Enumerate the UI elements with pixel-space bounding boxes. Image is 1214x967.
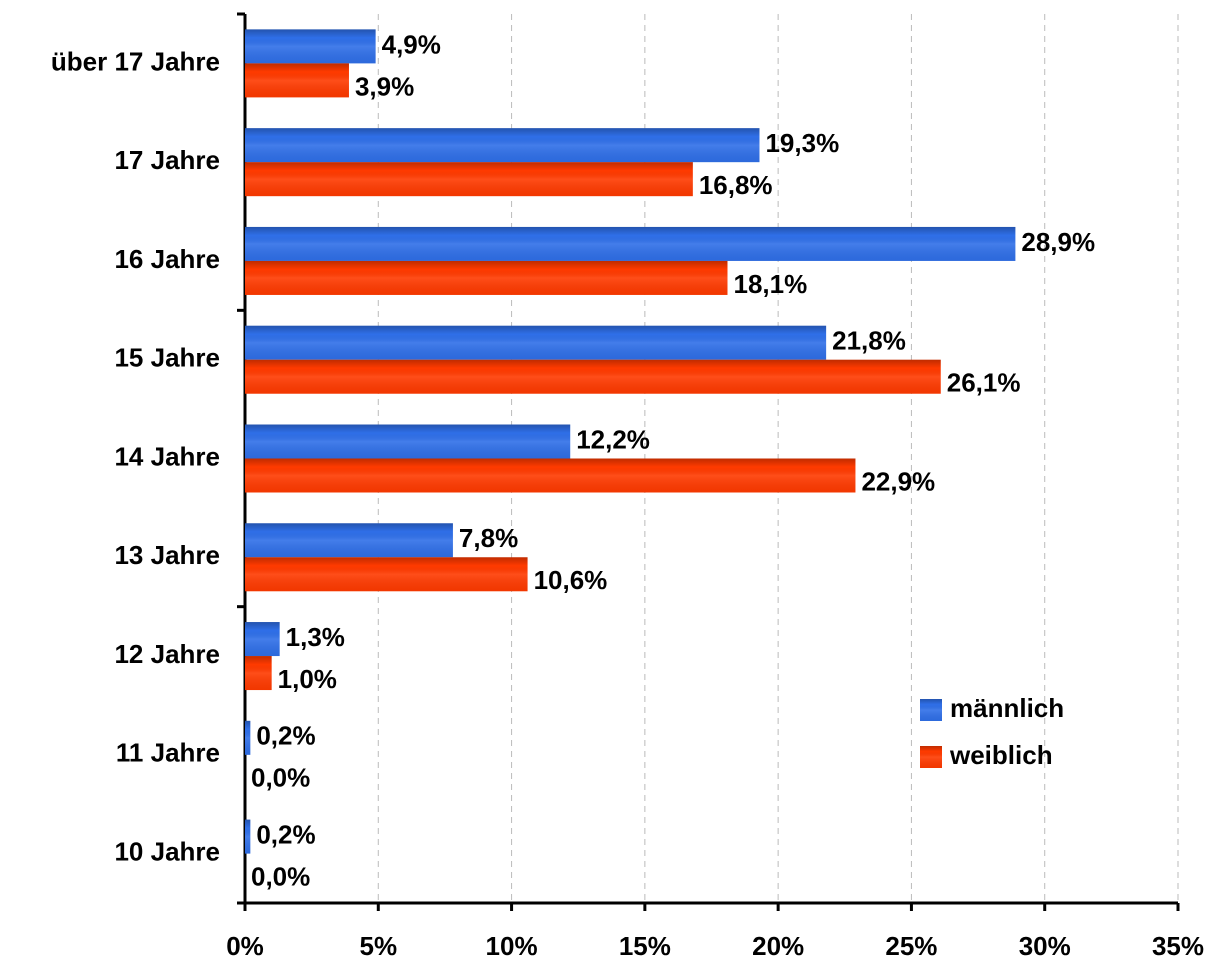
y-tick-label: 12 Jahre bbox=[114, 639, 220, 669]
value-label: 0,0% bbox=[251, 763, 310, 793]
value-label: 26,1% bbox=[947, 368, 1021, 398]
value-label: 1,0% bbox=[278, 664, 337, 694]
bar-shade bbox=[245, 720, 251, 755]
value-label: 4,9% bbox=[382, 29, 441, 59]
bar-shade bbox=[245, 523, 453, 558]
value-label: 12,2% bbox=[576, 424, 650, 454]
bar-shade bbox=[245, 226, 1016, 261]
value-label: 19,3% bbox=[765, 128, 839, 158]
value-label: 10,6% bbox=[534, 565, 608, 595]
y-tick-label: 13 Jahre bbox=[114, 540, 220, 570]
legend-label: männlich bbox=[950, 693, 1064, 723]
value-label: 0,2% bbox=[256, 819, 315, 849]
bar-shade bbox=[245, 260, 728, 295]
value-label: 22,9% bbox=[861, 466, 935, 496]
bar-shade bbox=[245, 359, 941, 394]
bar-shade bbox=[245, 162, 693, 197]
bar-shade bbox=[245, 656, 272, 691]
value-label: 18,1% bbox=[733, 269, 807, 299]
x-tick-label: 10% bbox=[486, 931, 538, 961]
y-tick-label: über 17 Jahre bbox=[51, 46, 220, 76]
x-tick-label: 25% bbox=[885, 931, 937, 961]
value-label: 3,9% bbox=[355, 71, 414, 101]
y-tick-label: 10 Jahre bbox=[114, 836, 220, 866]
x-tick-label: 35% bbox=[1152, 931, 1204, 961]
y-tick-label: 14 Jahre bbox=[114, 441, 220, 471]
bar-shade bbox=[245, 557, 528, 592]
value-label: 1,3% bbox=[286, 622, 345, 652]
x-tick-label: 15% bbox=[619, 931, 671, 961]
x-tick-label: 30% bbox=[1019, 931, 1071, 961]
y-tick-label: 17 Jahre bbox=[114, 145, 220, 175]
x-tick-label: 0% bbox=[226, 931, 264, 961]
y-tick-label: 11 Jahre bbox=[116, 738, 220, 768]
bar-shade bbox=[245, 325, 827, 360]
value-label: 0,2% bbox=[256, 721, 315, 751]
bar-shade bbox=[245, 819, 251, 854]
bar-shade bbox=[245, 29, 376, 64]
bar-shade bbox=[245, 622, 280, 657]
bar-shade bbox=[245, 128, 760, 163]
y-tick-label: 15 Jahre bbox=[114, 343, 220, 373]
value-label: 28,9% bbox=[1021, 227, 1095, 257]
value-label: 16,8% bbox=[699, 170, 773, 200]
legend-swatch-shade bbox=[920, 746, 942, 768]
bar-shade bbox=[245, 458, 856, 493]
legend-label: weiblich bbox=[949, 740, 1053, 770]
x-tick-label: 20% bbox=[752, 931, 804, 961]
value-label: 21,8% bbox=[832, 326, 906, 356]
bar-shade bbox=[245, 63, 349, 98]
x-tick-label: 5% bbox=[359, 931, 397, 961]
y-tick-label: 16 Jahre bbox=[114, 244, 220, 274]
value-label: 7,8% bbox=[459, 523, 518, 553]
bar-shade bbox=[245, 424, 571, 459]
value-label: 0,0% bbox=[251, 861, 310, 891]
legend-swatch-shade bbox=[920, 699, 942, 721]
